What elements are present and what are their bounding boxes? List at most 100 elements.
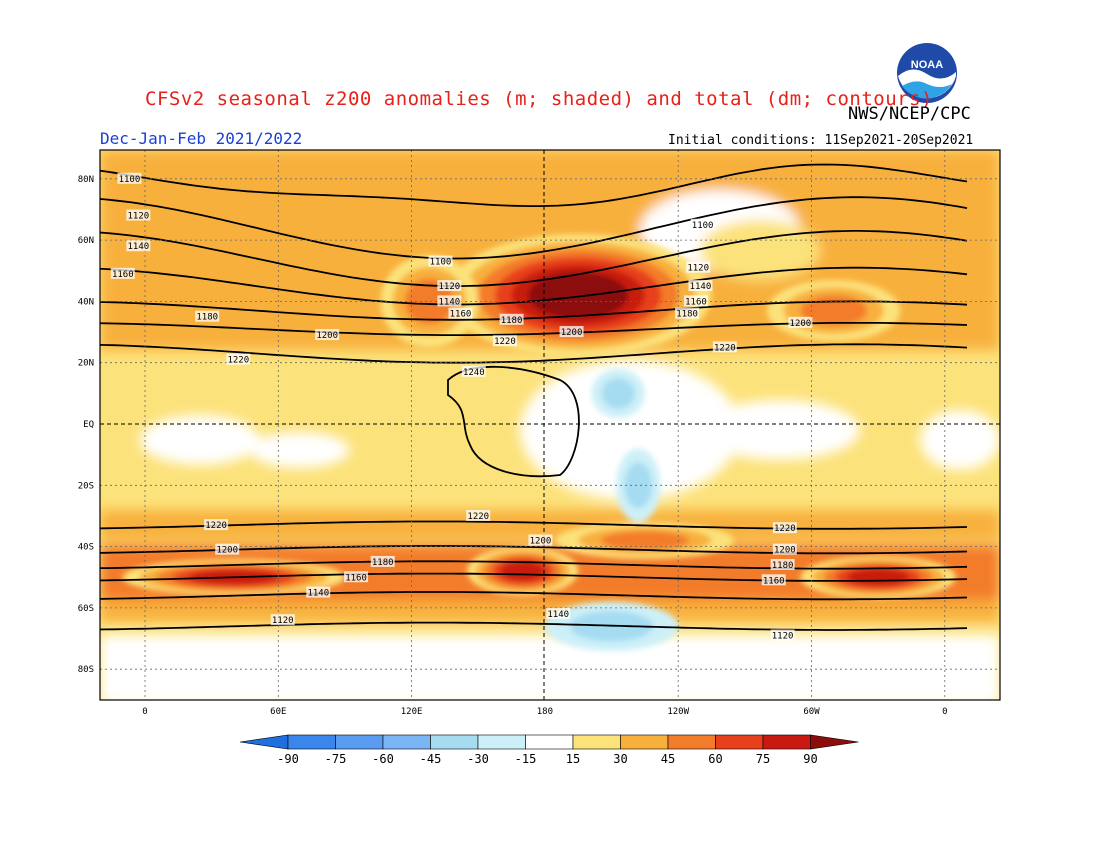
- colorbar-segment: [572, 734, 621, 750]
- lat-tick-label: 40S: [78, 543, 94, 553]
- contour-label: 1160: [345, 573, 367, 583]
- colorbar-right-arrow: [810, 734, 859, 750]
- colorbar-label: 15: [566, 752, 580, 766]
- contour-line-nh: [100, 266, 968, 306]
- contour-label-bg: [683, 295, 708, 307]
- contour-label: 1220: [205, 521, 227, 531]
- colorbar-label: -30: [467, 752, 489, 766]
- contour-label-bg: [686, 261, 711, 273]
- colorbar-segment: [667, 734, 716, 750]
- contour-label-bg: [466, 509, 491, 521]
- contour-label: 1200: [774, 546, 796, 556]
- contour-label: 1140: [547, 610, 569, 620]
- contour-label-bg: [428, 255, 453, 267]
- contour-line-sh: [100, 591, 968, 601]
- contour-label-bg: [344, 571, 369, 583]
- colorbar-segment: [620, 734, 669, 750]
- logo-text: NOAA: [911, 59, 943, 71]
- contour-label-bg: [126, 209, 151, 221]
- contour-label-bg: [690, 218, 715, 230]
- contour-label: 1220: [774, 524, 796, 534]
- contour-label-bg: [461, 365, 486, 377]
- colorbar-label: -75: [325, 752, 347, 766]
- contour-label: 1180: [372, 558, 394, 568]
- colorbar-label: 90: [803, 752, 817, 766]
- contour-label-bg: [437, 280, 462, 292]
- lon-tick-label: 120W: [667, 707, 689, 717]
- contour-label-bg: [712, 341, 737, 353]
- lat-tick-label: EQ: [83, 420, 94, 430]
- contour-label-bg: [110, 267, 135, 279]
- contour-label: 1200: [216, 546, 238, 556]
- colorbar-segment: [287, 734, 336, 750]
- contour-label: 1220: [714, 343, 736, 353]
- contour-label: 1120: [439, 282, 461, 292]
- lat-tick-label: 40N: [78, 297, 94, 307]
- contour-label: 1160: [112, 270, 134, 280]
- contour-line-sh: [100, 621, 968, 631]
- anomaly-region: [500, 561, 545, 581]
- contour-label: 1160: [685, 297, 707, 307]
- lon-tick-label: 60E: [270, 707, 286, 717]
- contour-label-bg: [226, 353, 251, 365]
- colorbar-label: 45: [661, 752, 675, 766]
- contour-label: 1200: [790, 319, 812, 329]
- lon-tick-label: 0: [142, 707, 147, 717]
- colorbar-segment: [430, 734, 479, 750]
- contour-label-bg: [499, 313, 524, 325]
- colorbar-label: -90: [277, 752, 299, 766]
- colorbar-label: 75: [756, 752, 770, 766]
- map-frame: [99, 149, 1001, 701]
- colorbar-label: 30: [613, 752, 627, 766]
- contour-line-nh: [100, 343, 968, 364]
- contour-label-bg: [788, 316, 813, 328]
- contour-label: 1120: [272, 616, 294, 626]
- contour-label-bg: [306, 586, 331, 598]
- contour-label-bg: [117, 172, 142, 184]
- contour-label: 1240: [463, 368, 485, 378]
- contour-label: 1180: [676, 310, 698, 320]
- contour-label-bg: [215, 543, 240, 555]
- contour-label-bg: [528, 534, 553, 546]
- contour-label-bg: [315, 329, 340, 341]
- contour-line-sh: [100, 560, 968, 570]
- contour-label: 1200: [530, 536, 552, 546]
- contour-label: 1120: [772, 631, 794, 641]
- colorbar: -90 -75 -60 -45 -30 -15 15 30 45 60 75 90: [239, 734, 859, 766]
- lon-tick-label: 180: [537, 707, 553, 717]
- page-title: CFSv2 seasonal z200 anomalies (m; shaded…: [145, 88, 933, 110]
- contour-line-nh: [100, 163, 968, 207]
- anomaly-region: [624, 462, 653, 509]
- noaa-logo: NOAA: [896, 42, 958, 104]
- lat-tick-label: 60S: [78, 604, 94, 614]
- contour-label-bg: [270, 614, 295, 626]
- lat-tick-label: 20S: [78, 481, 94, 491]
- contour-label-bg: [770, 629, 795, 641]
- contour-line-nh: [100, 196, 968, 260]
- colorbar-segment: [525, 734, 574, 750]
- lon-tick-label: 120E: [401, 707, 423, 717]
- lon-tick-label: 60W: [803, 707, 820, 717]
- colorbar-left-arrow: [239, 734, 289, 750]
- contour-label-bg: [448, 307, 473, 319]
- contour-label-bg: [770, 558, 795, 570]
- contour-label-bg: [688, 280, 713, 292]
- contour-label-bg: [492, 335, 517, 347]
- colorbar-label: 60: [708, 752, 722, 766]
- colorbar-label: -45: [420, 752, 442, 766]
- colorbar-segment: [335, 734, 384, 750]
- contour-label: 1120: [127, 212, 149, 222]
- contour-label-bg: [675, 307, 700, 319]
- contour-label-bg: [437, 295, 462, 307]
- contour-line-1240: [447, 365, 580, 478]
- contour-label: 1140: [127, 242, 149, 252]
- contour-label: 1200: [316, 331, 338, 341]
- contour-label: 1160: [450, 310, 472, 320]
- contour-label: 1180: [501, 316, 523, 326]
- contour-label-bg: [546, 608, 571, 620]
- season-label: Dec-Jan-Feb 2021/2022: [100, 129, 303, 148]
- contour-label: 1100: [692, 221, 714, 231]
- contour-label-bg: [126, 240, 151, 252]
- contour-label: 1140: [307, 589, 329, 599]
